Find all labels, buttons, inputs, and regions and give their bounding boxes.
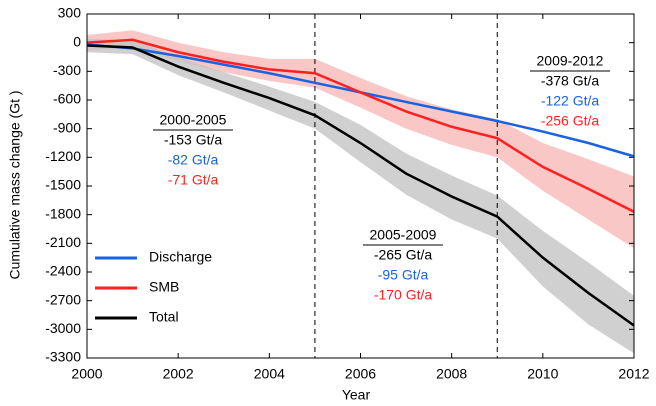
annotation-line: -256 Gt/a xyxy=(541,113,600,129)
x-tick-label: 2006 xyxy=(345,366,376,382)
y-axis-label: Cumulative mass change (Gt ) xyxy=(7,90,23,279)
y-tick-label: -1200 xyxy=(45,148,81,164)
x-tick-label: 2002 xyxy=(163,366,194,382)
annotation-line: -378 Gt/a xyxy=(541,73,600,89)
y-tick-label: 0 xyxy=(73,33,81,49)
legend-label: Discharge xyxy=(149,249,212,265)
y-tick-label: -1800 xyxy=(45,205,81,221)
x-tick-label: 2010 xyxy=(527,366,558,382)
legend-label: Total xyxy=(149,309,179,325)
y-tick-label: 300 xyxy=(58,5,82,21)
series-line xyxy=(86,44,635,327)
y-tick-label: -600 xyxy=(53,91,81,107)
x-axis-label: Year xyxy=(342,387,371,403)
y-tick-label: -2100 xyxy=(45,234,81,250)
y-tick-label: -3300 xyxy=(45,349,81,365)
y-tick-label: -2700 xyxy=(45,291,81,307)
y-tick-label: -2400 xyxy=(45,263,81,279)
x-tick-label: 2012 xyxy=(618,366,649,382)
y-tick-label: -300 xyxy=(53,62,81,78)
series-line xyxy=(86,38,635,213)
uncertainty-band xyxy=(87,30,634,249)
annotation-line: -265 Gt/a xyxy=(374,247,433,263)
annotation-line: -95 Gt/a xyxy=(378,267,429,283)
plot-frame xyxy=(86,13,635,359)
annotation-line: -170 Gt/a xyxy=(374,287,433,303)
annotation-line: -122 Gt/a xyxy=(541,93,600,109)
annotation-title: 2000-2005 xyxy=(160,112,227,128)
y-tick-label: -1500 xyxy=(45,177,81,193)
y-tick-label: -900 xyxy=(53,119,81,135)
x-tick-label: 2008 xyxy=(436,366,467,382)
annotation-title: 2009-2012 xyxy=(537,53,604,69)
y-tick-label: -3000 xyxy=(45,320,81,336)
annotation-title: 2005-2009 xyxy=(370,227,437,243)
annotation-line: -82 Gt/a xyxy=(168,152,219,168)
legend-label: SMB xyxy=(149,279,179,295)
annotation-line: -153 Gt/a xyxy=(164,132,223,148)
annotation-line: -71 Gt/a xyxy=(168,172,219,188)
x-tick-label: 2000 xyxy=(71,366,102,382)
x-tick-label: 2004 xyxy=(254,366,285,382)
